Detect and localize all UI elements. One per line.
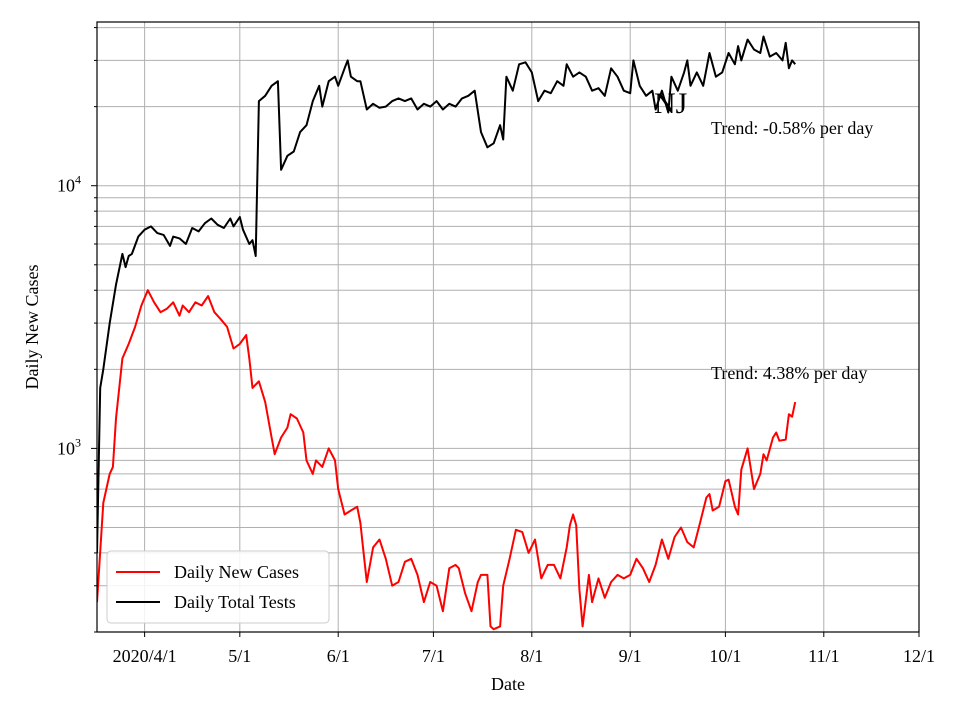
- y-tick-label: 104: [57, 173, 81, 196]
- legend-label-tests: Daily Total Tests: [174, 592, 296, 612]
- x-tick-label: 7/1: [422, 646, 445, 666]
- x-tick-label: 9/1: [619, 646, 642, 666]
- y-tick-label: 103: [57, 435, 81, 458]
- legend-label-cases: Daily New Cases: [174, 562, 299, 582]
- y-axis-label: Daily New Cases: [22, 265, 42, 390]
- series-line-daily-new-cases: [97, 289, 797, 631]
- nj-annotation: NJ: [654, 87, 688, 120]
- x-tick-label: 12/1: [903, 646, 935, 666]
- legend-box: [106, 550, 330, 624]
- series-line-daily-total-tests: [97, 35, 796, 553]
- trend-annotation-cases: Trend: 4.38% per day: [711, 363, 867, 383]
- x-tick-label: 11/1: [808, 646, 839, 666]
- trend-annotation-tests: Trend: -0.58% per day: [711, 118, 873, 138]
- x-tick-label: 10/1: [709, 646, 741, 666]
- plot-frame: [96, 21, 920, 633]
- x-tick-label: 2020/4/1: [113, 646, 177, 666]
- axis-ticks: 2020/4/1 5/1 6/1 7/1 8/1 9/1 10/1 11/1 12/1 103 10…: [57, 27, 935, 666]
- x-tick-label: 8/1: [520, 646, 543, 666]
- series-layer: [97, 35, 797, 631]
- x-axis-label: Date: [491, 674, 525, 694]
- x-tick-label: 6/1: [327, 646, 350, 666]
- x-tick-label: 5/1: [228, 646, 251, 666]
- legend: Daily New Cases Daily Total Tests: [106, 550, 330, 624]
